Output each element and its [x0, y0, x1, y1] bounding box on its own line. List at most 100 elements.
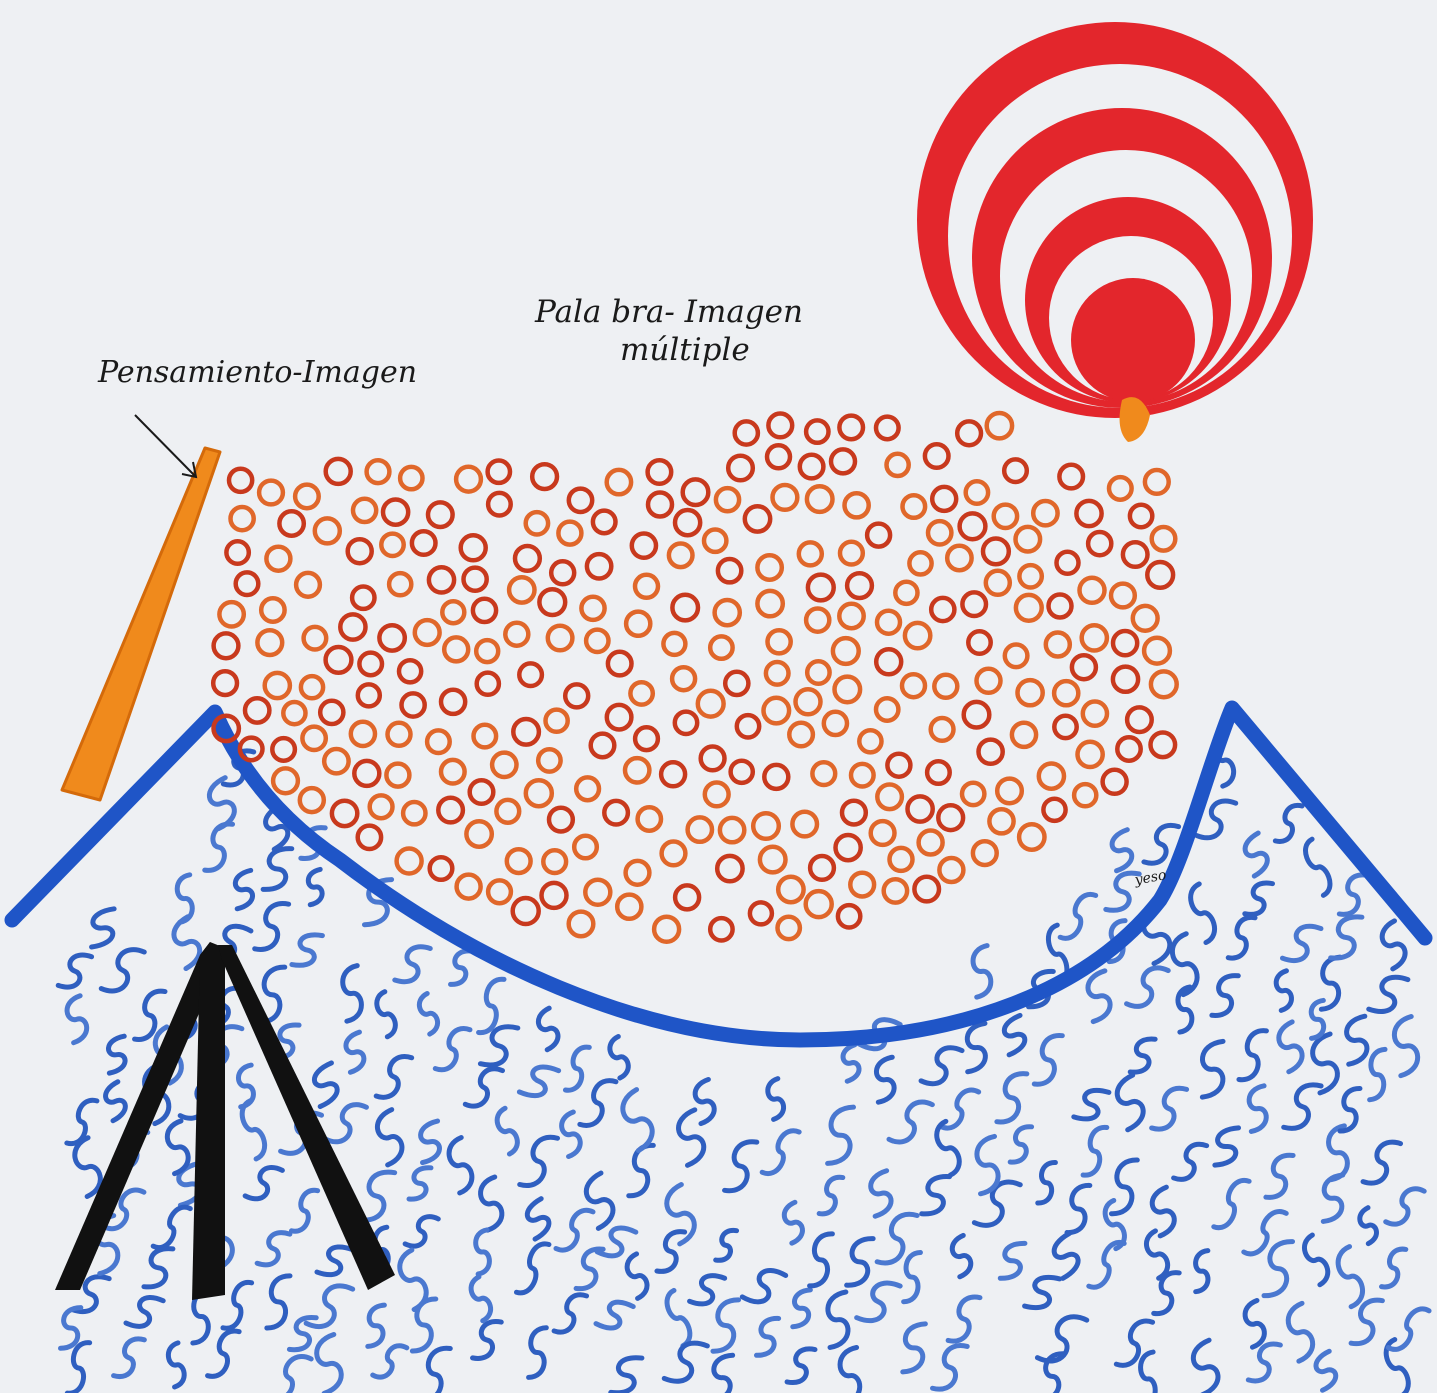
orange-ring: [804, 484, 835, 515]
orange-ring: [628, 679, 656, 707]
orange-ring: [1054, 549, 1081, 577]
orange-ring: [803, 606, 832, 634]
orange-ring: [1145, 559, 1176, 591]
orange-ring: [556, 519, 584, 547]
orange-ring: [397, 464, 425, 492]
orange-ring: [1079, 623, 1110, 653]
orange-ring: [839, 798, 869, 827]
blue-squiggle: [392, 944, 433, 985]
blue-squiggle: [343, 1029, 367, 1075]
blue-squiggle: [551, 1292, 590, 1335]
orange-ring: [264, 544, 293, 573]
blue-squiggle: [478, 1174, 505, 1233]
blue-squiggle: [1051, 1230, 1081, 1281]
blue-squiggle: [1357, 1205, 1379, 1247]
orange-ring: [1052, 713, 1079, 741]
orange-ring: [1148, 730, 1178, 760]
blue-squiggle: [594, 1225, 639, 1259]
blue-squiggle: [901, 1250, 923, 1305]
orange-ring: [790, 809, 820, 839]
orange-ring: [707, 915, 735, 943]
orange-ring: [1110, 628, 1140, 658]
orange-ring: [803, 888, 834, 920]
orange-ring: [715, 556, 744, 585]
orange-ring: [211, 631, 241, 661]
orange-ring: [857, 727, 884, 755]
blue-squiggle: [123, 1294, 166, 1329]
blue-squiggle: [607, 1034, 631, 1081]
orange-ring: [1110, 664, 1141, 695]
orange-ring: [837, 601, 866, 631]
orange-ring: [256, 478, 286, 507]
blue-squiggle: [626, 1142, 656, 1199]
orange-ring: [1142, 467, 1171, 497]
blue-squiggle: [874, 1211, 920, 1266]
blue-squiggle: [1080, 1124, 1110, 1178]
orange-ring: [211, 713, 242, 744]
blue-squiggle: [370, 1343, 410, 1380]
orange-ring: [658, 760, 688, 789]
orange-ring: [1127, 502, 1155, 530]
blue-squiggle: [242, 1165, 285, 1202]
orange-ring: [623, 609, 653, 639]
orange-ring: [912, 874, 942, 904]
blue-squiggle: [165, 1340, 187, 1390]
blue-squiggle: [55, 952, 95, 990]
orange-ring: [602, 798, 631, 827]
orange-ring: [905, 794, 935, 824]
orange-ring: [873, 647, 904, 677]
blue-squiggle: [1001, 1012, 1028, 1058]
orange-ring: [312, 516, 343, 546]
orange-ring: [400, 799, 428, 827]
blue-squiggle: [868, 1168, 894, 1219]
blue-squiggle: [1379, 918, 1408, 972]
blue-squiggle: [562, 1044, 592, 1093]
blue-squiggle: [1301, 1232, 1331, 1288]
orange-ring: [364, 458, 392, 486]
orange-ring: [379, 531, 406, 559]
orange-ring: [588, 731, 617, 760]
orange-ring: [1077, 575, 1107, 606]
blue-squiggle: [1149, 1085, 1190, 1132]
blue-squiggle: [89, 906, 117, 950]
blue-squiggle: [1272, 802, 1305, 844]
orange-ring: [632, 572, 661, 601]
blue-squiggle: [900, 1321, 928, 1375]
orange-ring: [426, 565, 457, 595]
blue-squiggle: [1242, 830, 1270, 879]
blue-squiggle: [164, 1118, 191, 1177]
orange-ring: [470, 596, 499, 625]
orange-ring: [1100, 767, 1129, 797]
blue-squiggle: [994, 1071, 1030, 1125]
orange-ring: [590, 508, 618, 536]
blue-squiggle: [1194, 798, 1239, 841]
orange-ring: [1015, 677, 1045, 708]
blue-squiggle: [807, 1231, 835, 1289]
blue-squiggle: [494, 1105, 520, 1157]
orange-ring: [722, 669, 751, 698]
blue-squiggle: [1344, 1013, 1370, 1067]
blue-squiggle: [970, 943, 994, 1000]
blue-squiggle: [69, 1274, 112, 1314]
blue-squiggle: [573, 1246, 606, 1291]
blue-squiggle: [1320, 1172, 1346, 1224]
orange-ring: [604, 467, 634, 497]
orange-ring: [1013, 592, 1044, 623]
blue-squiggle: [517, 1134, 561, 1188]
orange-ring: [713, 485, 742, 514]
blue-squiggle: [101, 1187, 147, 1232]
orange-ring: [635, 805, 664, 833]
orange-ring: [467, 777, 496, 807]
blue-squiggle: [1193, 1248, 1211, 1295]
blue-squiggle: [784, 1346, 818, 1386]
blue-squiggle: [753, 1315, 782, 1358]
blue-squiggle: [1212, 1125, 1242, 1168]
blue-squiggle: [1031, 1033, 1065, 1087]
blue-squiggle: [1109, 827, 1135, 874]
blue-squiggle: [1261, 1239, 1296, 1299]
orange-ring: [224, 539, 252, 566]
orange-ring: [605, 649, 634, 678]
blue-squiggle: [263, 803, 291, 852]
blue-squiggle: [825, 1104, 856, 1166]
blue-squiggle: [1171, 1141, 1210, 1182]
